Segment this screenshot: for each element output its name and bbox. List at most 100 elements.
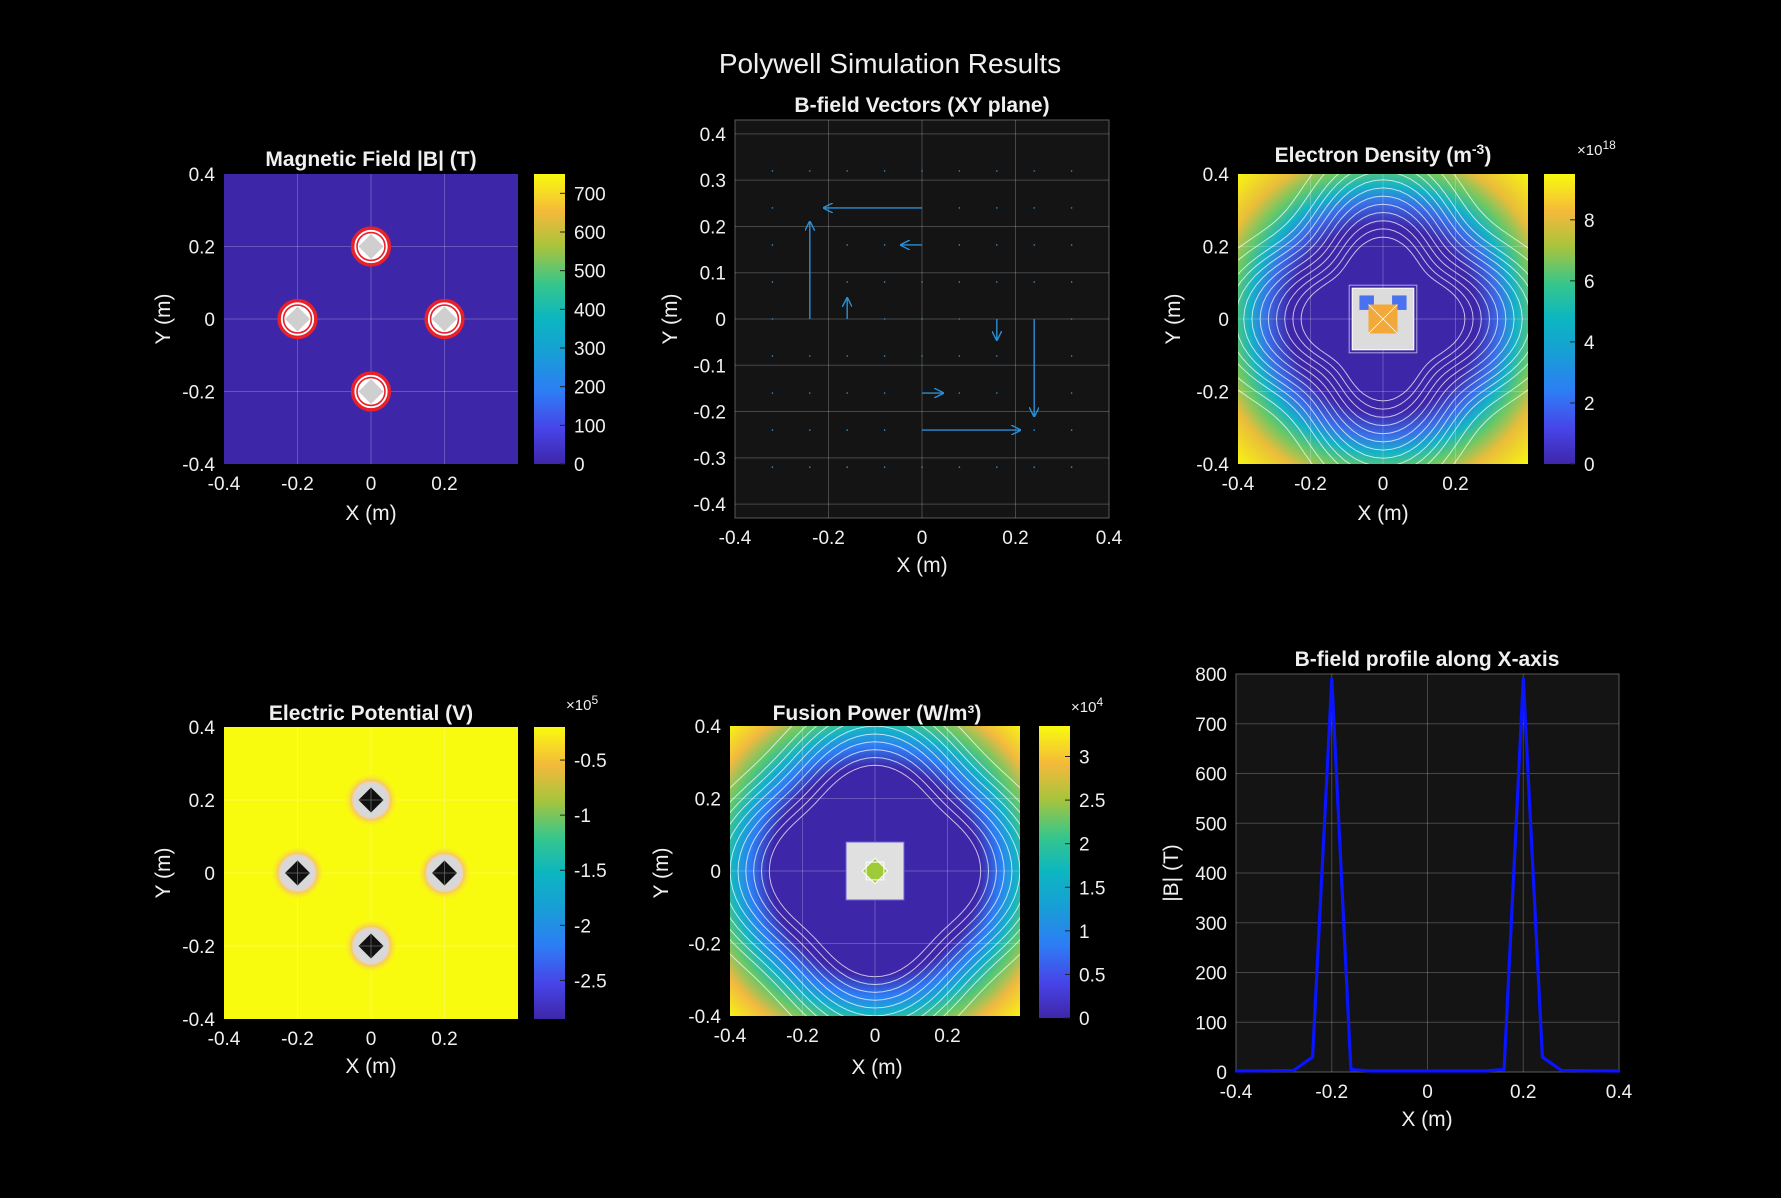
contour-line — [1238, 174, 1528, 464]
x-tick-label: 0 — [917, 528, 928, 549]
y-tick-label: 0 — [715, 310, 726, 331]
y-tick-label: -0.4 — [182, 455, 215, 476]
y-tick-label: -0.3 — [693, 449, 726, 470]
y-tick-label: 300 — [1195, 914, 1227, 935]
y-tick-label: -0.1 — [693, 356, 726, 377]
colorbar-exponent: ×104 — [1071, 695, 1103, 716]
x-tick-label: -0.4 — [208, 474, 241, 495]
x-tick-label: 0.2 — [1002, 528, 1028, 549]
vector-dot — [996, 170, 998, 172]
coil-core — [285, 306, 310, 332]
plot-area — [1235, 673, 1620, 1073]
y-axis-label: Y (m) — [650, 848, 673, 899]
colorbar-tick-label: -1.5 — [574, 861, 607, 882]
y-tick-label: 600 — [1195, 765, 1227, 786]
y-tick-label: -0.4 — [1196, 455, 1229, 476]
density-contours — [1238, 174, 1528, 464]
colorbar — [534, 727, 565, 1019]
x-tick-label: -0.2 — [1294, 474, 1327, 495]
colorbar-tick-label: 0 — [1584, 455, 1595, 476]
colorbar-tick-label: 1.5 — [1079, 878, 1105, 899]
y-tick-label: 700 — [1195, 715, 1227, 736]
y-tick-label: -0.2 — [182, 937, 215, 958]
figure-title: Polywell Simulation Results — [719, 48, 1061, 79]
y-tick-label: 0 — [204, 310, 215, 331]
colorbar — [1544, 174, 1575, 464]
x-axis-label: X (m) — [1357, 502, 1408, 525]
contour-line — [730, 726, 1020, 1016]
colorbar-tick-label: 1 — [1079, 922, 1090, 943]
x-tick-label: 0.4 — [1606, 1082, 1633, 1103]
y-tick-label: 0.4 — [189, 165, 216, 186]
vector-dot — [846, 355, 848, 357]
y-tick-label: -0.2 — [693, 403, 726, 424]
vector-dot — [1070, 466, 1073, 468]
y-axis-label: |B| (T) — [1160, 844, 1183, 902]
contour-line — [1238, 174, 1528, 464]
vector-dot — [809, 170, 811, 172]
y-tick-label: -0.4 — [182, 1010, 215, 1031]
y-tick-label: 0.1 — [700, 264, 726, 285]
colorbar-ticks: 0 100 200 300 400 500 600 700 — [560, 184, 606, 476]
vector-dot — [996, 207, 998, 209]
x-tick-label: -0.4 — [1222, 474, 1255, 495]
vector-dot — [846, 392, 848, 394]
colorbar-tick-label: 500 — [574, 262, 606, 283]
contour-line — [1275, 211, 1491, 427]
colorbar-tick-label: 8 — [1584, 211, 1595, 232]
colorbar-tick-label: -2 — [574, 916, 591, 937]
vector-dot — [921, 466, 923, 468]
colorbar-exponent: ×105 — [566, 693, 598, 714]
vector-dot — [883, 429, 886, 431]
panel-electron-density: Electron Density (m-3) -0.4 -0.2 0 0.2-0.4-… — [1162, 138, 1616, 525]
y-axis-label: Y (m) — [659, 294, 682, 345]
coil-core — [358, 379, 384, 404]
chart-title: Electric Potential (V) — [269, 702, 473, 725]
contour-line — [1238, 174, 1528, 464]
vector-dot — [921, 318, 923, 320]
tick-labels: -0.4 -0.2 0 0.2 0.4 -0.4 -0.3 -0.2 -0.1 0 0.1 0.2 0.… — [693, 125, 1122, 549]
y-tick-label: 0.2 — [700, 217, 726, 238]
vector-dot — [809, 355, 811, 357]
contour-line — [730, 726, 1020, 1016]
core-contour — [1348, 284, 1418, 354]
vector-dot — [958, 318, 961, 320]
colorbar-tick-label: 2.5 — [1079, 791, 1105, 812]
x-axis-label: X (m) — [851, 1056, 902, 1079]
plot-area — [224, 174, 518, 464]
y-tick-label: 400 — [1195, 864, 1227, 885]
y-tick-label: 500 — [1195, 814, 1227, 835]
title-end: ) — [1484, 144, 1491, 167]
potential-wells — [269, 772, 473, 974]
y-axis-label: Y (m) — [152, 848, 175, 899]
contour-line — [1292, 228, 1474, 410]
x-tick-label: -0.4 — [208, 1029, 241, 1050]
vector-dot — [1033, 429, 1035, 431]
exp-power: 4 — [1096, 695, 1103, 709]
coil-core — [358, 234, 384, 259]
vector-dot — [883, 318, 886, 320]
vector-dot — [921, 170, 923, 172]
vector-dot — [958, 392, 961, 394]
colorbar-ticks: 0 0.5 1 1.5 2 2.5 3 — [1065, 748, 1105, 1030]
panel-electric-potential: Electric Potential (V) -0.4 -0.2 0 0.2-0.4-… — [152, 693, 607, 1078]
core-contour — [865, 861, 885, 881]
vector-dot — [771, 355, 774, 357]
y-tick-label: -0.2 — [688, 935, 721, 956]
y-tick-label: 0 — [1218, 310, 1229, 331]
colorbar-tick-label: 2 — [1584, 394, 1595, 415]
tick-labels: -0.4 -0.2 0 0.2 -0.4 -0.2 0 0.2 0.4 — [182, 718, 457, 1050]
vector-dot — [958, 281, 961, 283]
vector-dot — [958, 170, 961, 172]
vector-dot — [1070, 244, 1073, 246]
vector-arrows — [810, 208, 1034, 430]
colorbar-tick-label: 0 — [574, 455, 585, 476]
vector-dots — [771, 170, 1073, 468]
vector-dot — [1033, 244, 1035, 246]
chart-title: Electron Density (m-3) — [1275, 141, 1492, 167]
y-tick-label: -0.2 — [182, 383, 215, 404]
y-tick-label: 0.4 — [189, 718, 216, 739]
x-tick-label: 0.2 — [431, 1029, 457, 1050]
vector-dot — [958, 355, 961, 357]
